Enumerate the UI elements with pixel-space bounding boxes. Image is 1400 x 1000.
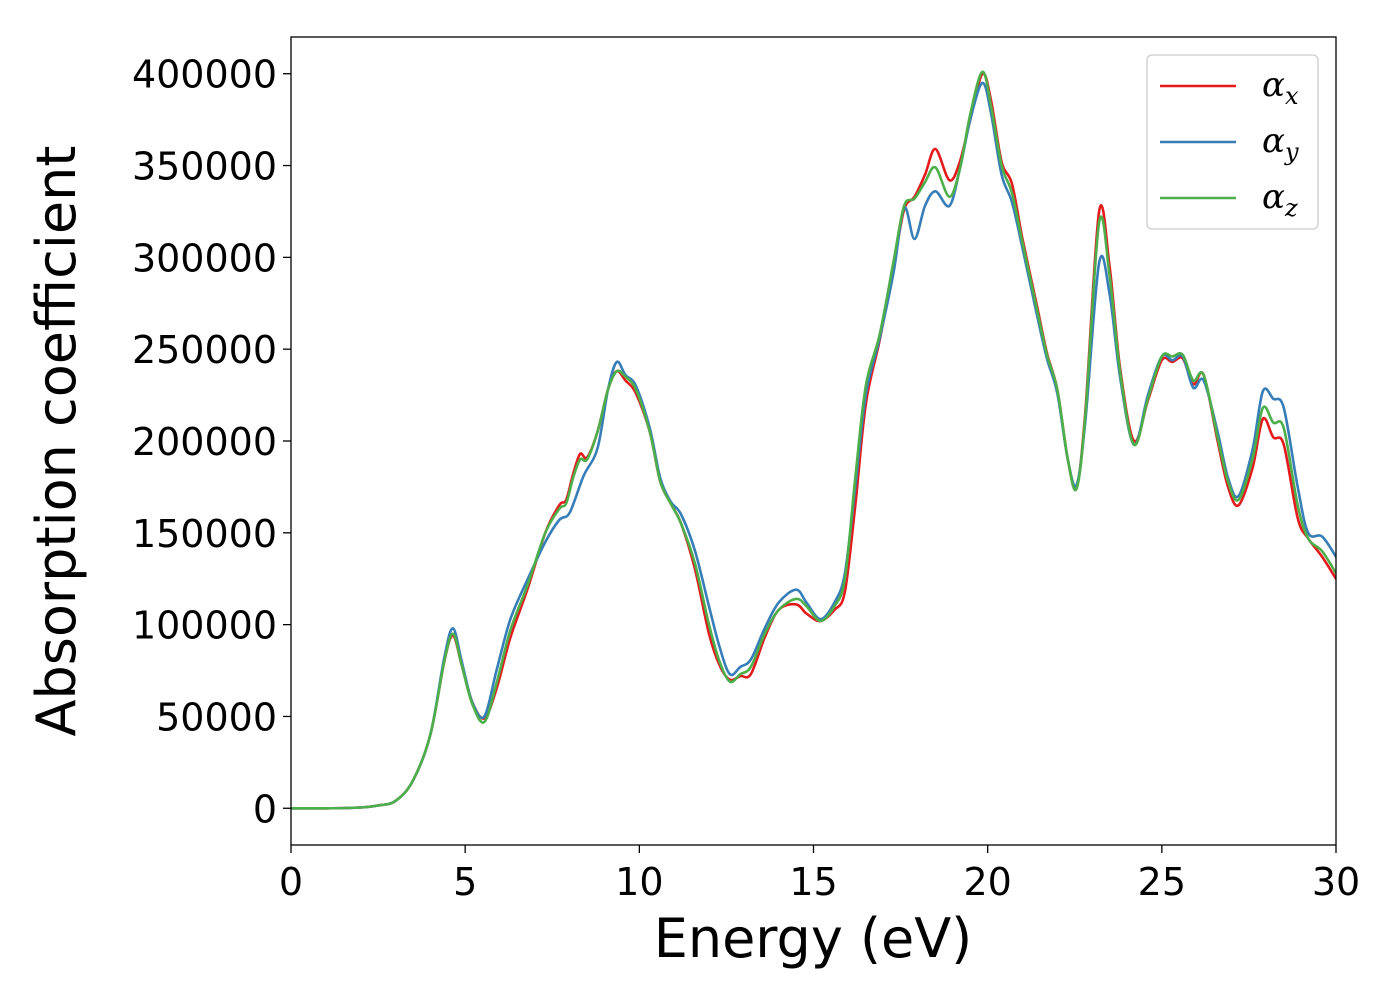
y-tick-label: 400000: [132, 53, 277, 97]
x-tick-label: 25: [1138, 860, 1186, 904]
y-tick-label: 300000: [132, 236, 277, 280]
y-axis-label: Absorption coefficient: [25, 146, 88, 737]
legend: αx αy αz: [1146, 54, 1319, 230]
y-tick-label: 0: [253, 787, 277, 831]
x-tick-label: 5: [453, 860, 477, 904]
x-axis-label: Energy (eV): [654, 907, 973, 970]
series-line-alpha-y: [291, 81, 1336, 810]
x-tick-label: 10: [615, 860, 663, 904]
x-tick-label: 0: [279, 860, 303, 904]
y-tick-label: 200000: [132, 420, 277, 464]
y-tick-label: 250000: [132, 328, 277, 372]
legend-label-alpha-y: αy: [1262, 121, 1299, 166]
x-axis-ticks: 0 5 10 15 20 25 30: [279, 845, 1360, 904]
series-line-alpha-z: [291, 70, 1336, 810]
y-tick-label: 150000: [132, 512, 277, 556]
y-axis-ticks: 0 50000 100000 150000 200000 250000 300000 3500…: [132, 53, 291, 831]
legend-label-alpha-z: αz: [1262, 177, 1298, 222]
y-tick-label: 50000: [156, 695, 277, 739]
legend-label-alpha-x: αx: [1262, 65, 1299, 110]
series-lines: [291, 70, 1336, 810]
y-tick-label: 350000: [132, 145, 277, 189]
y-tick-label: 100000: [132, 604, 277, 648]
x-tick-label: 30: [1312, 860, 1360, 904]
x-tick-label: 20: [963, 860, 1011, 904]
x-tick-label: 15: [789, 860, 837, 904]
